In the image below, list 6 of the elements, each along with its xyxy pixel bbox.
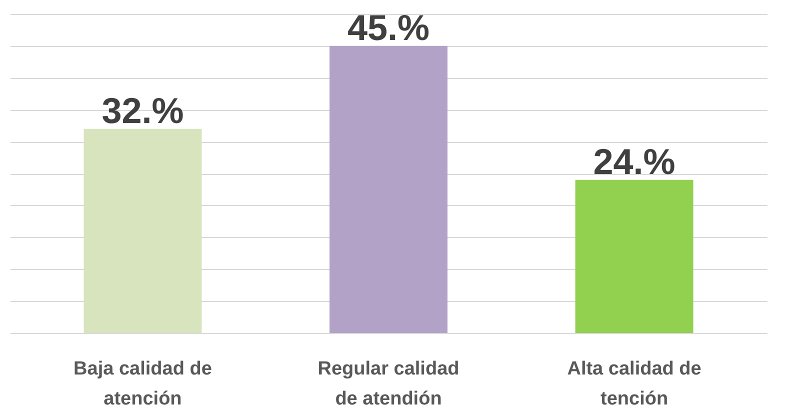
x-tick-label: Regular calidad de atendión (318, 358, 460, 410)
data-label: 45.% (347, 6, 430, 48)
data-label: 24.% (593, 140, 676, 182)
x-tick-label: Baja calidad de atención (74, 358, 212, 410)
data-label: 32.% (102, 90, 184, 131)
x-tick-label: Alta calidad de tención (567, 358, 702, 410)
